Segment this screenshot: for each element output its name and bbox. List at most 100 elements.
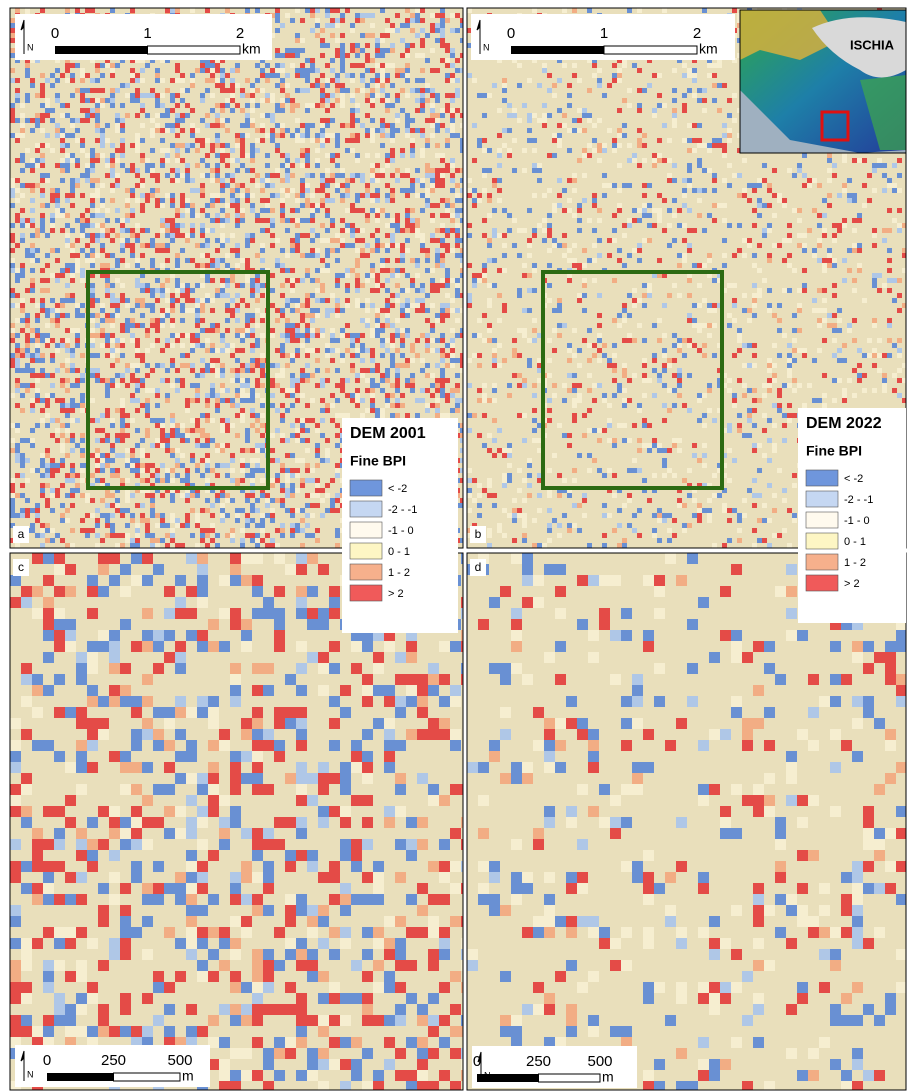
bpi-cell: [200, 413, 205, 418]
bpi-cell: [165, 473, 170, 478]
bpi-cell: [285, 163, 290, 168]
bpi-cell: [20, 493, 25, 498]
bpi-cell: [110, 143, 115, 148]
bpi-cell: [130, 253, 135, 258]
bpi-cell: [435, 38, 440, 43]
bpi-cell: [682, 193, 687, 198]
bpi-cell: [145, 413, 150, 418]
bpi-cell: [295, 458, 300, 463]
bpi-cell: [15, 348, 20, 353]
bpi-cell: [365, 273, 370, 278]
bpi-cell: [70, 78, 75, 83]
bpi-cell: [40, 188, 45, 193]
bpi-cell: [150, 263, 155, 268]
bpi-cell: [712, 203, 717, 208]
bpi-cell: [70, 273, 75, 278]
bpi-cell: [45, 503, 50, 508]
bpi-cell: [772, 213, 777, 218]
bpi-cell: [15, 513, 20, 518]
bpi-cell: [325, 268, 330, 273]
bpi-cell: [752, 188, 757, 193]
bpi-cell: [405, 113, 410, 118]
bpi-cell: [435, 338, 440, 343]
bpi-cell: [75, 88, 80, 93]
bpi-cell: [300, 378, 305, 383]
bpi-cell: [647, 83, 652, 88]
bpi-cell: [642, 213, 647, 218]
bpi-cell: [425, 88, 430, 93]
bpi-cell: [315, 68, 320, 73]
bpi-cell: [542, 123, 547, 128]
bpi-cell: [280, 263, 285, 268]
bpi-cell: [350, 123, 355, 128]
bpi-cell: [365, 153, 370, 158]
bpi-cell: [642, 158, 647, 163]
bpi-cell: [330, 198, 335, 203]
bpi-cell: [215, 118, 220, 123]
bpi-cell: [295, 48, 300, 53]
bpi-cell: [205, 463, 210, 468]
bpi-cell: [235, 168, 240, 173]
bpi-cell: [30, 523, 35, 528]
bpi-cell: [892, 218, 897, 223]
bpi-cell: [455, 308, 460, 313]
bpi-cell: [757, 198, 762, 203]
bpi-cell: [165, 8, 170, 13]
bpi-cell: [325, 343, 330, 348]
bpi-cell: [165, 173, 170, 178]
bpi-cell: [245, 168, 250, 173]
bpi-cell: [472, 203, 477, 208]
bpi-cell: [255, 538, 260, 543]
bpi-cell: [120, 243, 125, 248]
bpi-cell: [125, 303, 130, 308]
bpi-cell: [140, 298, 145, 303]
bpi-cell: [405, 298, 410, 303]
bpi-cell: [55, 273, 60, 278]
bpi-cell: [577, 208, 582, 213]
bpi-cell: [40, 453, 45, 458]
bpi-cell: [450, 93, 455, 98]
bpi-cell: [145, 453, 150, 458]
bpi-cell: [295, 243, 300, 248]
bpi-cell: [205, 63, 210, 68]
bpi-cell: [602, 148, 607, 153]
bpi-cell: [120, 433, 125, 438]
bpi-cell: [325, 118, 330, 123]
bpi-cell: [280, 213, 285, 218]
bpi-cell: [230, 188, 235, 193]
bpi-cell: [777, 198, 782, 203]
bpi-cell: [10, 508, 15, 513]
bpi-cell: [260, 518, 265, 523]
bpi-cell: [792, 173, 797, 178]
bpi-cell: [285, 453, 290, 458]
bpi-cell: [150, 148, 155, 153]
bpi-cell: [482, 173, 487, 178]
bpi-cell: [380, 338, 385, 343]
bpi-cell: [95, 253, 100, 258]
bpi-cell: [120, 123, 125, 128]
bpi-cell: [80, 313, 85, 318]
bpi-cell: [110, 533, 115, 538]
bpi-cell: [10, 488, 15, 493]
bpi-cell: [330, 358, 335, 363]
bpi-cell: [215, 78, 220, 83]
bpi-cell: [170, 428, 175, 433]
bpi-cell: [410, 28, 415, 33]
bpi-cell: [415, 233, 420, 238]
bpi-cell: [320, 93, 325, 98]
bpi-cell: [390, 268, 395, 273]
bpi-cell: [170, 303, 175, 308]
bpi-cell: [270, 333, 275, 338]
bpi-cell: [375, 278, 380, 283]
bpi-cell: [205, 533, 210, 538]
bpi-cell: [115, 508, 120, 513]
bpi-cell: [385, 98, 390, 103]
bpi-cell: [250, 98, 255, 103]
bpi-cell: [420, 248, 425, 253]
bpi-cell: [662, 103, 667, 108]
bpi-cell: [300, 188, 305, 193]
bpi-cell: [310, 8, 315, 13]
bpi-cell: [170, 228, 175, 233]
bpi-cell: [70, 383, 75, 388]
bpi-cell: [572, 243, 577, 248]
